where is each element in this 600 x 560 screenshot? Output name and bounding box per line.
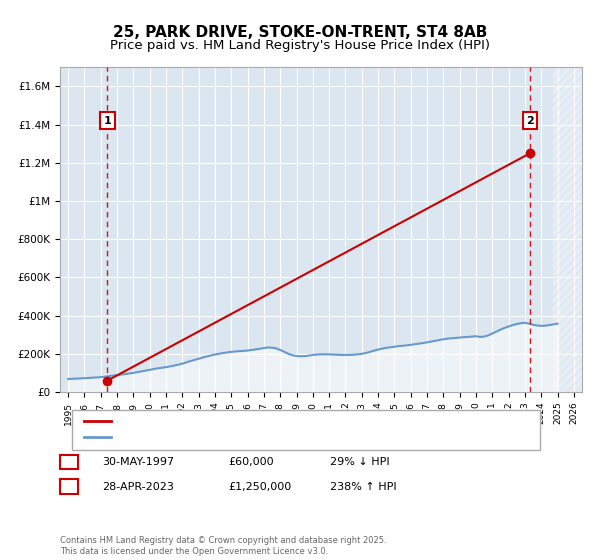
Text: 25, PARK DRIVE, STOKE-ON-TRENT, ST4 8AB: 25, PARK DRIVE, STOKE-ON-TRENT, ST4 8AB — [113, 25, 487, 40]
Text: 25, PARK DRIVE, STOKE-ON-TRENT, ST4 8AB (detached house): 25, PARK DRIVE, STOKE-ON-TRENT, ST4 8AB … — [117, 416, 441, 426]
Text: Price paid vs. HM Land Registry's House Price Index (HPI): Price paid vs. HM Land Registry's House … — [110, 39, 490, 52]
Text: 238% ↑ HPI: 238% ↑ HPI — [330, 482, 397, 492]
Text: 1: 1 — [65, 457, 73, 467]
Text: HPI: Average price, detached house, Stafford: HPI: Average price, detached house, Staf… — [117, 432, 352, 442]
Text: 29% ↓ HPI: 29% ↓ HPI — [330, 457, 389, 467]
Text: 2: 2 — [65, 482, 73, 492]
Text: 28-APR-2023: 28-APR-2023 — [102, 482, 174, 492]
Text: £60,000: £60,000 — [228, 457, 274, 467]
Text: 30-MAY-1997: 30-MAY-1997 — [102, 457, 174, 467]
Text: 1: 1 — [104, 116, 112, 125]
Text: 2: 2 — [526, 116, 534, 125]
Text: £1,250,000: £1,250,000 — [228, 482, 291, 492]
Text: Contains HM Land Registry data © Crown copyright and database right 2025.
This d: Contains HM Land Registry data © Crown c… — [60, 536, 386, 556]
